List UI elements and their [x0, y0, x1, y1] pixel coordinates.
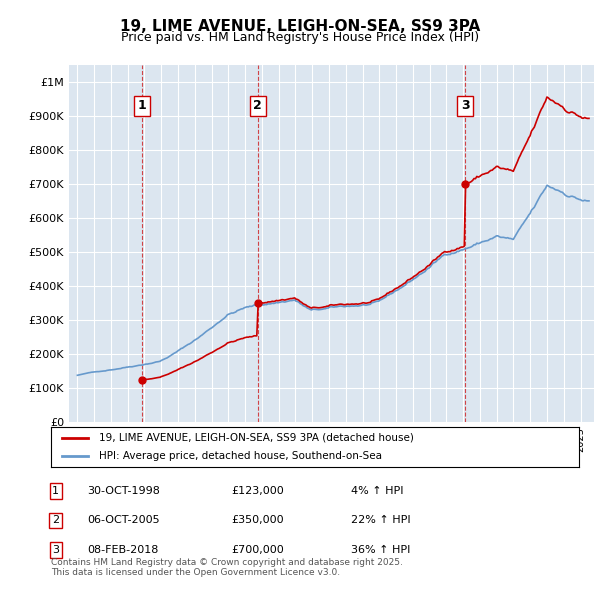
Text: 2: 2: [253, 100, 262, 113]
Text: 4% ↑ HPI: 4% ↑ HPI: [351, 486, 404, 496]
Text: 08-FEB-2018: 08-FEB-2018: [87, 545, 158, 555]
Text: Contains HM Land Registry data © Crown copyright and database right 2025.
This d: Contains HM Land Registry data © Crown c…: [51, 558, 403, 577]
Text: Price paid vs. HM Land Registry's House Price Index (HPI): Price paid vs. HM Land Registry's House …: [121, 31, 479, 44]
Text: 3: 3: [52, 545, 59, 555]
Text: £123,000: £123,000: [231, 486, 284, 496]
Text: 2: 2: [52, 516, 59, 525]
Text: 19, LIME AVENUE, LEIGH-ON-SEA, SS9 3PA (detached house): 19, LIME AVENUE, LEIGH-ON-SEA, SS9 3PA (…: [98, 433, 413, 443]
Text: 22% ↑ HPI: 22% ↑ HPI: [351, 516, 410, 525]
Text: 3: 3: [461, 100, 469, 113]
Text: 19, LIME AVENUE, LEIGH-ON-SEA, SS9 3PA: 19, LIME AVENUE, LEIGH-ON-SEA, SS9 3PA: [120, 19, 480, 34]
Text: 30-OCT-1998: 30-OCT-1998: [87, 486, 160, 496]
Text: £700,000: £700,000: [231, 545, 284, 555]
Text: 1: 1: [137, 100, 146, 113]
Text: 36% ↑ HPI: 36% ↑ HPI: [351, 545, 410, 555]
Text: 06-OCT-2005: 06-OCT-2005: [87, 516, 160, 525]
Text: £350,000: £350,000: [231, 516, 284, 525]
Text: 1: 1: [52, 486, 59, 496]
Text: HPI: Average price, detached house, Southend-on-Sea: HPI: Average price, detached house, Sout…: [98, 451, 382, 461]
